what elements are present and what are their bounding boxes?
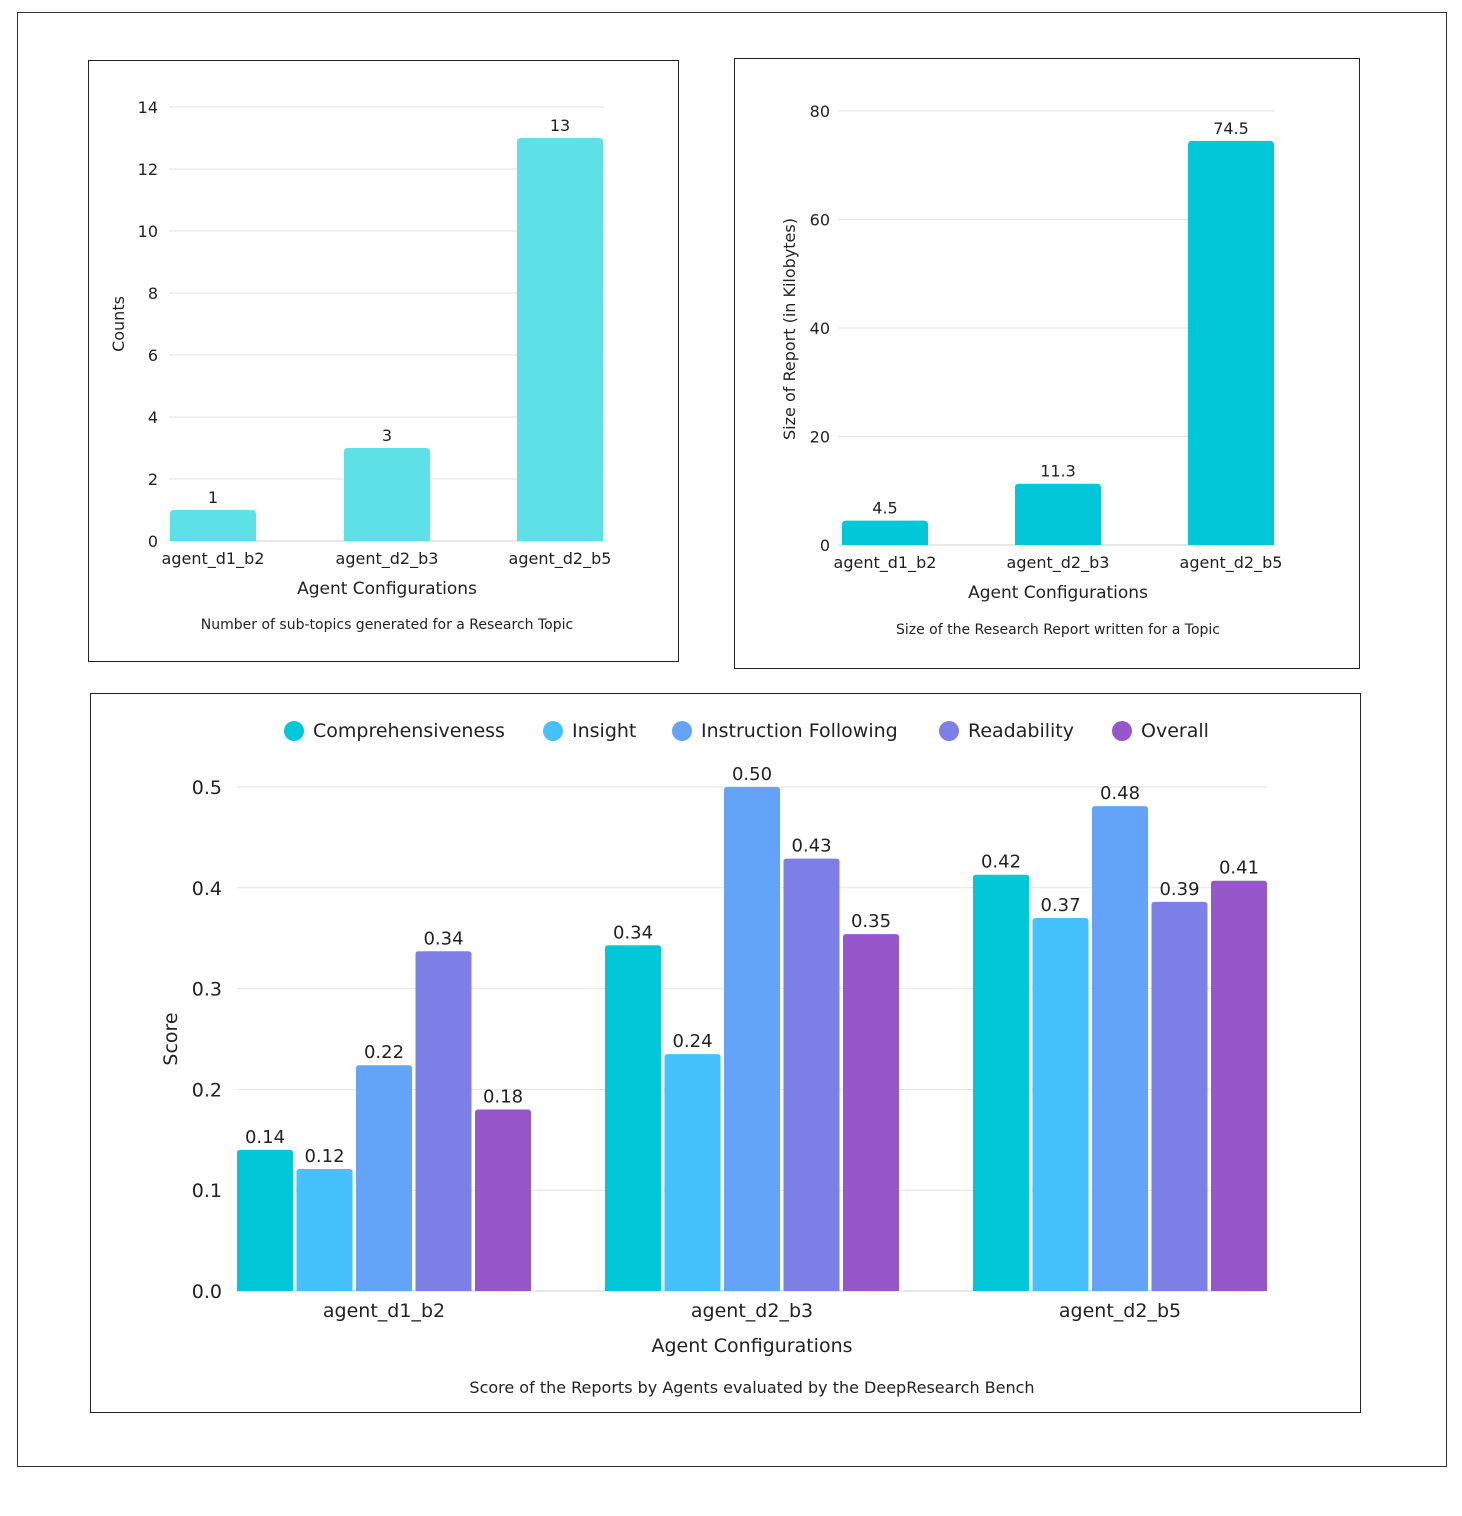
legend-label: Insight [572, 720, 636, 742]
bar-value-label: 0.22 [364, 1042, 404, 1063]
bar-value-label: 0.41 [1219, 858, 1259, 879]
bar-agent_d2_b3-overall [843, 934, 899, 1291]
bar-agent_d2_b5-overall [1211, 880, 1267, 1291]
y-tick-label: 14 [138, 98, 158, 117]
x-tick-label: agent_d2_b5 [1059, 1300, 1181, 1322]
y-tick-label: 0.3 [192, 979, 222, 1001]
legend-marker [939, 721, 959, 741]
scores-chart-panel: 0.0 0.1 0.2 0.3 0.4 0.5 0.14 0.12 0.22 0.34 0.18 ag… [90, 693, 1361, 1413]
y-tick-label: 0.5 [192, 777, 222, 799]
y-tick-label: 2 [148, 470, 158, 489]
y-tick-label: 0 [148, 532, 158, 551]
bar-agent_d2_b3-comprehensiveness [605, 945, 661, 1291]
x-tick-label: agent_d1_b2 [162, 549, 265, 569]
bar-value-label: 0.37 [1040, 895, 1080, 916]
x-tick-label: agent_d2_b3 [1007, 553, 1110, 573]
bar-agent_d2_b3 [1015, 483, 1101, 545]
bar-agent_d2_b5-insight [1032, 918, 1089, 1291]
bar-value-label: 11.3 [1040, 462, 1076, 481]
y-tick-label: 80 [810, 102, 830, 121]
y-axis-label: Score [160, 1012, 182, 1065]
bar-value-label: 0.12 [304, 1146, 344, 1167]
bar-agent_d1_b2 [170, 510, 256, 541]
scores-chart: 0.0 0.1 0.2 0.3 0.4 0.5 0.14 0.12 0.22 0.34 0.18 ag… [160, 720, 1267, 1397]
bar-value-label: 0.48 [1100, 783, 1140, 804]
legend-label: Overall [1141, 720, 1209, 742]
y-tick-label: 20 [810, 428, 830, 447]
x-tick-label: agent_d2_b5 [509, 549, 612, 569]
y-tick-label: 0.4 [192, 878, 222, 900]
x-tick-label: agent_d2_b3 [691, 1300, 813, 1322]
legend-label: Readability [968, 720, 1074, 742]
bar-value-label: 74.5 [1213, 119, 1249, 138]
x-tick-label: agent_d1_b2 [834, 553, 937, 573]
legend-marker [1112, 721, 1132, 741]
bar-agent_d2_b3-instruction-following [724, 787, 780, 1291]
report-size-chart: 0 20 40 60 80 4.5 agent_d1_b2 11.3 agent_d2_b3 74… [780, 102, 1283, 638]
y-tick-label: 60 [810, 211, 830, 230]
y-tick-label: 0.1 [192, 1180, 222, 1202]
chart-caption: Score of the Reports by Agents evaluated… [469, 1378, 1034, 1397]
bar-value-label: 0.35 [851, 911, 891, 932]
y-tick-label: 12 [138, 160, 158, 179]
legend-label: Instruction Following [701, 720, 898, 742]
bar-value-label: 0.34 [613, 922, 653, 943]
report-size-chart-panel: 0 20 40 60 80 4.5 agent_d1_b2 11.3 agent_d2_b3 74… [734, 58, 1360, 669]
bar-agent_d1_b2-comprehensiveness [237, 1149, 293, 1291]
y-tick-label: 40 [810, 319, 830, 338]
bar-agent_d2_b5-instruction-following [1092, 806, 1148, 1291]
bar-value-label: 3 [382, 426, 392, 445]
x-axis-label: Agent Configurations [651, 1335, 852, 1357]
x-axis-label: Agent Configurations [968, 583, 1148, 603]
bar-value-label: 0.42 [981, 852, 1021, 873]
bar-agent_d1_b2 [842, 520, 928, 545]
y-tick-label: 6 [148, 346, 158, 365]
y-tick-label: 0.2 [192, 1079, 222, 1101]
bar-agent_d1_b2-insight [296, 1169, 353, 1291]
bar-value-label: 0.34 [423, 928, 463, 949]
chart-caption: Size of the Research Report written for … [896, 622, 1220, 638]
x-tick-label: agent_d2_b3 [336, 549, 439, 569]
legend-label: Comprehensiveness [313, 720, 505, 742]
bar-value-label: 4.5 [872, 499, 897, 518]
bar-agent_d1_b2-instruction-following [356, 1065, 412, 1291]
y-tick-label: 0.0 [192, 1281, 222, 1303]
chart-caption: Number of sub-topics generated for a Res… [201, 617, 573, 633]
x-axis-label: Agent Configurations [297, 579, 477, 599]
bar-value-label: 0.43 [791, 836, 831, 857]
bar-value-label: 0.39 [1159, 879, 1199, 900]
bar-agent_d2_b5 [517, 138, 603, 541]
legend-marker [672, 721, 692, 741]
y-axis-label: Counts [109, 296, 128, 352]
y-tick-label: 10 [138, 222, 158, 241]
bar-agent_d1_b2-overall [475, 1109, 531, 1291]
legend-marker [543, 721, 563, 741]
bar-value-label: 1 [208, 488, 218, 507]
y-tick-label: 8 [148, 284, 158, 303]
bar-agent_d2_b3-readability [783, 858, 840, 1291]
bar-agent_d2_b5 [1188, 140, 1274, 545]
figure-frame [17, 12, 1447, 1467]
bar-agent_d2_b5-comprehensiveness [973, 874, 1029, 1291]
legend-marker [284, 721, 304, 741]
bar-value-label: 13 [550, 116, 570, 135]
y-tick-label: 4 [148, 408, 158, 427]
x-tick-label: agent_d2_b5 [1180, 553, 1283, 573]
y-tick-label: 0 [820, 536, 830, 555]
bar-agent_d2_b3-insight [664, 1054, 721, 1291]
bar-agent_d2_b3 [344, 448, 430, 541]
subtopics-chart: 0 2 4 6 8 10 12 14 1 agent_d1_b2 3 agent_d2_b3 13 age… [109, 98, 612, 633]
bar-value-label: 0.18 [483, 1087, 523, 1108]
bar-agent_d1_b2-readability [415, 951, 472, 1291]
y-axis-label: Size of Report (in Kilobytes) [780, 218, 799, 440]
subtopics-chart-panel: 0 2 4 6 8 10 12 14 1 agent_d1_b2 3 agent_d2_b3 13 age… [88, 60, 679, 662]
x-tick-label: agent_d1_b2 [323, 1300, 445, 1322]
bar-agent_d2_b5-readability [1151, 901, 1208, 1291]
bar-value-label: 0.24 [672, 1031, 712, 1052]
bar-value-label: 0.14 [245, 1127, 285, 1148]
bar-value-label: 0.50 [732, 764, 772, 785]
